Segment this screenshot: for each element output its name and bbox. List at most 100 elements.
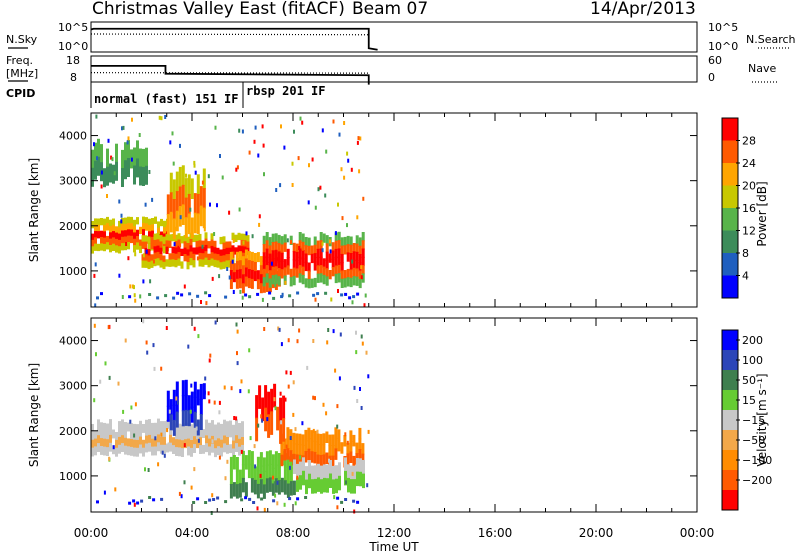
- range-cell-3: [199, 398, 203, 415]
- range-cell-3: [310, 253, 314, 264]
- range-cell-5: [142, 148, 145, 168]
- near-range-cell: [336, 496, 340, 500]
- scatter-cell: [296, 339, 299, 344]
- range-cell-5: [100, 144, 103, 164]
- scatter-cell: [120, 219, 123, 224]
- range-cell-0: [199, 445, 202, 454]
- scatter-cell: [298, 328, 301, 333]
- range-cell-0: [142, 424, 145, 433]
- range-cell-1: [268, 463, 272, 479]
- range-cell-3: [298, 232, 302, 242]
- scatter-cell: [346, 151, 349, 156]
- range-cell-1: [186, 236, 190, 244]
- range-cell-5: [311, 479, 314, 494]
- scatter-cell: [149, 279, 152, 284]
- range-cell-3: [265, 265, 269, 275]
- y-tick-label: 2000: [59, 220, 87, 233]
- range-cell-1: [232, 482, 236, 497]
- near-range-cell: [224, 500, 228, 504]
- range-cell-2: [286, 448, 290, 460]
- range-cell-3: [313, 261, 317, 271]
- range-cell-2: [253, 271, 257, 282]
- range-cell-0: [121, 236, 124, 245]
- range-cell-2: [229, 270, 233, 280]
- range-cell-2: [241, 265, 245, 276]
- range-cell-3: [340, 237, 344, 247]
- range-cell-0: [124, 217, 127, 225]
- colorbar-tick-label: 200: [742, 334, 763, 347]
- noise-panel: N.Sky 10^5 10^0 10^5 10^0 N.Search: [6, 21, 796, 53]
- range-cell-3: [334, 232, 338, 242]
- scatter-cell: [278, 327, 281, 332]
- scatter-cell: [169, 140, 172, 145]
- range-cell-1: [207, 241, 211, 249]
- range-cell-0: [109, 434, 112, 444]
- range-cell-2: [328, 434, 332, 447]
- range-cell-0: [124, 422, 127, 431]
- scatter-cell: [213, 232, 216, 236]
- range-cell-0: [91, 239, 94, 248]
- range-cell-1: [244, 455, 248, 470]
- scatter-cell: [93, 142, 95, 147]
- scatter-cell: [248, 348, 251, 353]
- range-cell-1: [216, 260, 220, 268]
- series-line-0: [91, 64, 370, 85]
- scatter-cell: [332, 329, 335, 334]
- range-cell-4: [169, 192, 173, 213]
- scatter-cell: [253, 139, 256, 144]
- range-cell-3: [337, 231, 341, 242]
- scatter-cell: [294, 427, 297, 432]
- range-cell-0: [130, 216, 133, 225]
- range-cell-4: [258, 385, 262, 409]
- velocity-panel: 1000 2000 3000 4000 Slant Range [km]: [27, 317, 698, 515]
- range-cell-2: [232, 272, 236, 283]
- range-cell-5: [139, 166, 142, 186]
- scatter-cell: [113, 171, 116, 176]
- scatter-cell: [164, 115, 167, 119]
- time-tick-label: 08:00: [276, 526, 311, 540]
- range-cell-3: [343, 278, 347, 288]
- range-cell-5: [112, 164, 115, 184]
- scatter-cell: [161, 450, 164, 455]
- range-cell-3: [316, 257, 320, 267]
- range-cell-1: [241, 450, 245, 466]
- scatter-cell: [100, 170, 103, 175]
- range-cell-4: [199, 186, 203, 207]
- range-cell-4: [273, 383, 277, 408]
- range-cell-1: [219, 262, 223, 270]
- scatter-cell: [166, 428, 169, 433]
- time-tick-label: 00:00: [680, 526, 715, 540]
- range-cell-2: [229, 279, 233, 289]
- range-cell-0: [118, 429, 121, 438]
- range-cell-0: [166, 443, 169, 453]
- near-range-cell: [272, 296, 276, 300]
- range-cell-5: [121, 149, 124, 169]
- range-cell-0: [211, 420, 214, 429]
- scatter-cell: [175, 396, 178, 401]
- range-cell-0: [130, 229, 133, 237]
- range-cell-0: [235, 419, 238, 429]
- range-cell-0: [124, 429, 127, 439]
- range-cell-1: [244, 482, 248, 497]
- near-range-cell: [96, 296, 99, 300]
- scatter-cell: [326, 340, 329, 345]
- colorbar-swatch: [722, 208, 738, 231]
- range-cell-0: [163, 227, 166, 235]
- range-cell-1: [286, 456, 290, 471]
- near-range-cell: [128, 295, 132, 299]
- range-cell-1: [186, 262, 190, 270]
- range-cell-1: [274, 464, 278, 480]
- range-cell-3: [268, 245, 272, 255]
- range-cell-1: [156, 245, 160, 253]
- range-cell-3: [349, 261, 353, 271]
- range-cell-2: [244, 276, 248, 287]
- range-cell-1: [222, 249, 226, 257]
- range-cell-3: [319, 273, 323, 283]
- scatter-cell: [201, 180, 204, 185]
- scatter-cell: [346, 223, 348, 228]
- range-cell-1: [147, 261, 151, 270]
- range-cell-2: [241, 274, 245, 285]
- scatter-cell: [266, 417, 269, 422]
- scatter-cell: [104, 361, 107, 366]
- range-cell-3: [340, 270, 344, 280]
